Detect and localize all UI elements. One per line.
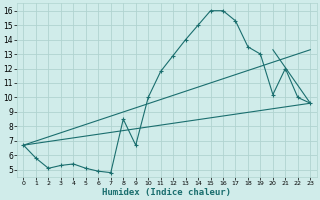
X-axis label: Humidex (Indice chaleur): Humidex (Indice chaleur) (102, 188, 231, 197)
